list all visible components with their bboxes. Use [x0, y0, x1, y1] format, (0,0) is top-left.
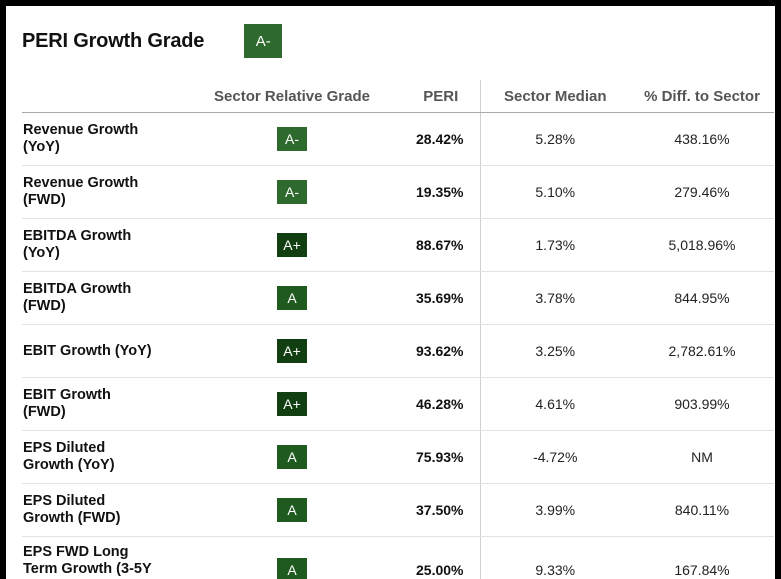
peri-value: 46.28% [402, 377, 480, 431]
table-row: Revenue Growth (FWD) A- 19.35% 5.10% 279.46% [22, 165, 774, 219]
diff-to-sector-value: 5,018.96% [630, 218, 774, 272]
col-header-median[interactable]: Sector Median [479, 80, 630, 113]
table-row: EBITDA Growth (YoY) A+ 88.67% 1.73% 5,018.96% [22, 218, 774, 272]
table-row: Revenue Growth (YoY) A- 28.42% 5.28% 438.16% [22, 112, 774, 166]
grade-badge: A+ [277, 392, 307, 416]
grade-badge: A+ [277, 233, 307, 257]
grade-cell: A+ [182, 324, 402, 378]
growth-grade-panel: PERI Growth Grade A- Sector Relative Gra… [6, 6, 775, 579]
sector-median-value: 5.10% [479, 165, 630, 219]
peri-value: 25.00% [402, 536, 480, 579]
sector-median-value: 1.73% [479, 218, 630, 272]
table-row: EBIT Growth (FWD) A+ 46.28% 4.61% 903.99% [22, 377, 774, 431]
diff-to-sector-value: NM [630, 430, 774, 484]
metric-label: EBITDA Growth (FWD) [22, 271, 182, 325]
metric-label: EBITDA Growth (YoY) [22, 218, 182, 272]
sector-median-value: 9.33% [479, 536, 630, 579]
sector-median-value: -4.72% [479, 430, 630, 484]
growth-table: Sector Relative Grade PERI Sector Median… [22, 80, 774, 579]
metric-label: EPS Diluted Growth (FWD) [22, 483, 182, 537]
metric-label: Revenue Growth (FWD) [22, 165, 182, 219]
peri-value: 75.93% [402, 430, 480, 484]
diff-to-sector-value: 903.99% [630, 377, 774, 431]
overall-grade-badge: A- [244, 24, 283, 58]
grade-badge: A [277, 286, 307, 310]
table-row: EBIT Growth (YoY) A+ 93.62% 3.25% 2,782.61% [22, 324, 774, 378]
metric-label: Revenue Growth (YoY) [22, 112, 182, 166]
peri-value: 28.42% [402, 112, 480, 166]
diff-to-sector-value: 840.11% [630, 483, 774, 537]
sector-median-value: 4.61% [479, 377, 630, 431]
diff-to-sector-value: 2,782.61% [630, 324, 774, 378]
grade-badge: A [277, 498, 307, 522]
grade-badge: A- [277, 180, 307, 204]
grade-cell: A [182, 536, 402, 579]
sector-median-value: 3.25% [479, 324, 630, 378]
col-header-diff[interactable]: % Diff. to Sector [630, 80, 774, 113]
grade-cell: A- [182, 112, 402, 166]
metric-label: EPS Diluted Growth (YoY) [22, 430, 182, 484]
diff-to-sector-value: 167.84% [630, 536, 774, 579]
grade-badge: A [277, 445, 307, 469]
col-header-metric [22, 80, 182, 113]
peri-value: 35.69% [402, 271, 480, 325]
grade-badge: A [277, 557, 307, 579]
metric-label: EBIT Growth (FWD) [22, 377, 182, 431]
sector-median-value: 3.78% [479, 271, 630, 325]
grade-cell: A [182, 430, 402, 484]
col-header-peri[interactable]: PERI [402, 80, 480, 113]
diff-to-sector-value: 844.95% [630, 271, 774, 325]
table-row: EPS Diluted Growth (YoY) A 75.93% -4.72% NM [22, 430, 774, 484]
peri-value: 93.62% [402, 324, 480, 378]
grade-badge: A- [277, 127, 307, 151]
peri-value: 19.35% [402, 165, 480, 219]
col-header-grade[interactable]: Sector Relative Grade [182, 80, 402, 113]
table-row: EBITDA Growth (FWD) A 35.69% 3.78% 844.95% [22, 271, 774, 325]
panel-header: PERI Growth Grade A- [22, 24, 283, 58]
grade-badge: A+ [277, 339, 307, 363]
grade-cell: A+ [182, 377, 402, 431]
table-row: EPS Diluted Growth (FWD) A 37.50% 3.99% 840.1… [22, 483, 774, 537]
peri-value: 88.67% [402, 218, 480, 272]
grade-cell: A [182, 483, 402, 537]
sector-median-value: 3.99% [479, 483, 630, 537]
grade-cell: A- [182, 165, 402, 219]
table-header-row: Sector Relative Grade PERI Sector Median… [22, 80, 774, 113]
sector-median-value: 5.28% [479, 112, 630, 166]
diff-to-sector-value: 279.46% [630, 165, 774, 219]
diff-to-sector-value: 438.16% [630, 112, 774, 166]
peri-value: 37.50% [402, 483, 480, 537]
page-title: PERI Growth Grade [22, 29, 205, 52]
metric-label: EBIT Growth (YoY) [22, 324, 182, 378]
grade-cell: A+ [182, 218, 402, 272]
grade-cell: A [182, 271, 402, 325]
